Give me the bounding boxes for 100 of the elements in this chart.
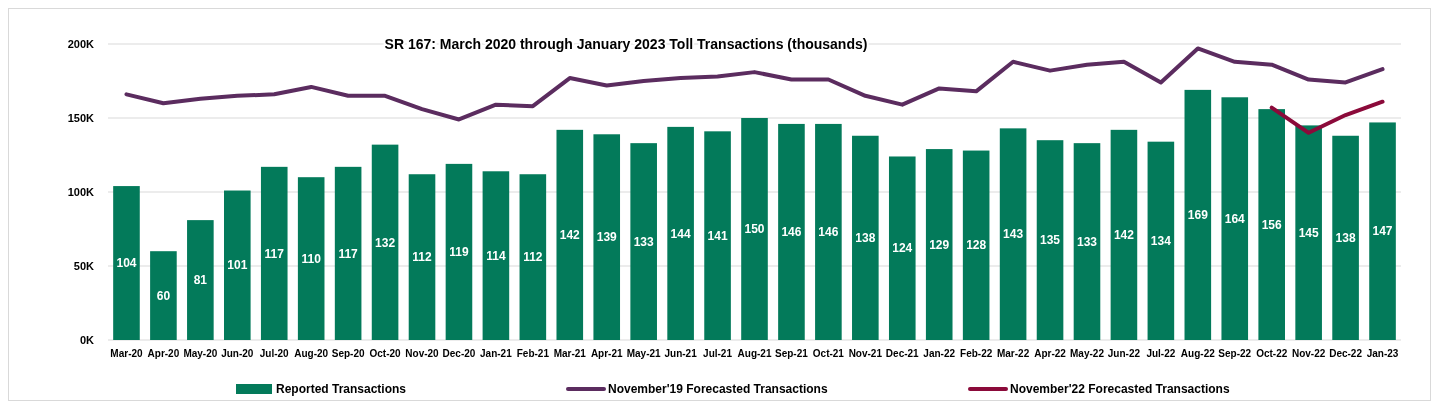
data-label: 124 xyxy=(892,241,913,256)
bar xyxy=(593,134,621,340)
bar xyxy=(1147,141,1175,340)
x-tick-label: Nov-21 xyxy=(848,347,883,359)
legend-label: November'22 Forecasted Transactions xyxy=(1010,382,1230,397)
data-label: 60 xyxy=(156,288,171,303)
bar xyxy=(1369,122,1396,340)
bar xyxy=(815,123,842,340)
bar xyxy=(445,163,473,340)
data-label: 169 xyxy=(1187,208,1209,223)
bar xyxy=(1258,109,1285,340)
legend-label: November'19 Forecasted Transactions xyxy=(608,382,828,397)
data-label: 104 xyxy=(116,256,137,271)
y-tick-label: 50K xyxy=(73,259,95,272)
bar xyxy=(1332,135,1359,340)
data-label: 112 xyxy=(412,250,433,265)
data-label: 145 xyxy=(1298,225,1319,240)
x-tick-label: Jul-20 xyxy=(259,347,290,359)
x-tick-label: May-20 xyxy=(183,347,218,359)
data-label: 138 xyxy=(1335,231,1356,246)
data-label: 142 xyxy=(559,228,581,243)
x-tick-label: Oct-20 xyxy=(369,347,402,359)
x-tick-label: Dec-22 xyxy=(1329,347,1363,359)
y-tick-label: 100K xyxy=(67,185,95,198)
x-tick-label: Dec-21 xyxy=(885,347,920,359)
data-label: 110 xyxy=(301,251,322,266)
x-tick-label: Jan-21 xyxy=(480,347,513,359)
x-tick-label: Nov-22 xyxy=(1291,347,1326,359)
data-label: 164 xyxy=(1224,211,1246,226)
bar xyxy=(224,190,251,340)
data-label: 142 xyxy=(1113,228,1135,243)
bar xyxy=(741,118,768,340)
x-tick-label: Jun-21 xyxy=(664,347,698,359)
bar xyxy=(1073,143,1101,340)
x-tick-label: May-21 xyxy=(626,347,662,359)
data-label: 141 xyxy=(707,228,728,243)
data-label: 147 xyxy=(1372,224,1393,239)
bar xyxy=(999,128,1027,340)
x-tick-label: Jun-20 xyxy=(221,347,254,359)
data-label: 134 xyxy=(1150,234,1172,249)
x-tick-label: Nov-20 xyxy=(405,347,440,359)
x-tick-label: Sep-22 xyxy=(1218,347,1252,359)
bar xyxy=(371,144,399,340)
bar xyxy=(482,171,510,340)
legend-label: Reported Transactions xyxy=(276,382,407,397)
data-label: 133 xyxy=(633,234,654,249)
data-label: 156 xyxy=(1261,217,1283,232)
x-tick-label: Apr-21 xyxy=(590,347,623,359)
y-tick-label: 150K xyxy=(67,111,95,124)
bar xyxy=(1221,97,1249,340)
bar xyxy=(150,251,177,340)
data-label: 128 xyxy=(966,238,987,253)
bar xyxy=(1036,140,1064,340)
x-tick-label: Oct-22 xyxy=(1256,347,1288,359)
data-label: 144 xyxy=(670,226,691,241)
bar xyxy=(630,143,657,340)
bar xyxy=(519,174,547,340)
bar xyxy=(297,177,325,340)
data-label: 129 xyxy=(929,237,950,252)
x-tick-label: Apr-20 xyxy=(147,347,180,359)
x-tick-label: Apr-22 xyxy=(1034,347,1067,359)
x-tick-label: Feb-22 xyxy=(960,347,993,359)
bar xyxy=(667,126,694,340)
x-tick-label: Jul-22 xyxy=(1146,347,1176,359)
bar xyxy=(113,186,140,340)
bar xyxy=(778,123,805,340)
bar xyxy=(556,129,584,340)
data-label: 133 xyxy=(1076,234,1098,249)
bar xyxy=(334,166,362,340)
data-label: 139 xyxy=(596,230,618,245)
y-tick-label: 200K xyxy=(67,37,95,50)
bar xyxy=(187,220,214,340)
x-tick-label: May-22 xyxy=(1070,347,1105,359)
bar xyxy=(888,156,916,340)
data-label: 117 xyxy=(264,246,285,261)
bar xyxy=(1110,129,1138,340)
data-label: 146 xyxy=(818,225,839,240)
bar xyxy=(704,131,731,340)
x-tick-label: Mar-22 xyxy=(996,347,1030,359)
data-label: 114 xyxy=(486,248,506,263)
data-label: 146 xyxy=(781,225,802,240)
y-tick-label: 0K xyxy=(79,333,95,346)
data-label: 119 xyxy=(449,245,469,260)
data-label: 117 xyxy=(338,246,359,261)
bar xyxy=(1184,89,1212,340)
x-tick-label: Sep-20 xyxy=(331,347,365,359)
data-label: 132 xyxy=(375,235,396,250)
chart-title: SR 167: March 2020 through January 2023 Toll Transactions (thousands) xyxy=(384,35,868,52)
x-tick-label: Jan-23 xyxy=(1366,347,1399,359)
x-tick-label: Feb-21 xyxy=(516,347,550,359)
data-label: 143 xyxy=(1003,227,1024,242)
data-label: 150 xyxy=(744,222,765,237)
x-tick-label: Jan-22 xyxy=(923,347,956,359)
bar xyxy=(962,150,990,340)
x-tick-label: Aug-22 xyxy=(1180,347,1216,359)
bar xyxy=(408,174,436,340)
data-label: 135 xyxy=(1040,233,1061,248)
data-label: 81 xyxy=(193,273,208,288)
data-label: 112 xyxy=(523,250,543,265)
x-tick-label: Aug-20 xyxy=(294,347,329,359)
